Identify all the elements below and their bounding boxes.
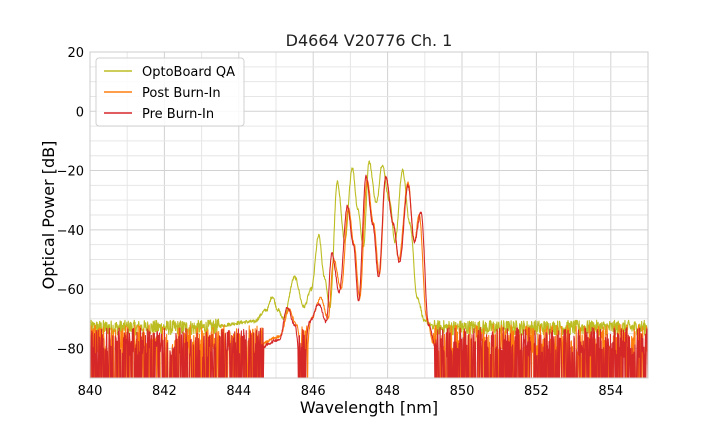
series-line-post-burn-in <box>90 175 648 378</box>
x-axis-ticks: 840 842 844 846 848 850 852 854 <box>78 384 624 399</box>
x-tick-label: 852 <box>524 384 549 399</box>
y-axis-label: Optical Power [dB] <box>39 141 58 290</box>
legend-label-post-burn-in: Post Burn-In <box>142 86 221 101</box>
legend-label-pre-burn-in: Pre Burn-In <box>142 107 214 122</box>
x-tick-label: 850 <box>450 384 475 399</box>
x-tick-label: 848 <box>375 384 400 399</box>
x-tick-label: 842 <box>152 384 177 399</box>
x-tick-label: 846 <box>301 384 326 399</box>
y-tick-label: 20 <box>67 46 84 61</box>
series-line-pre-burn-in <box>90 174 648 378</box>
y-tick-label: −60 <box>57 283 84 298</box>
legend-label-optoboard: OptoBoard QA <box>142 65 235 80</box>
y-tick-label: −20 <box>57 165 84 180</box>
chart-title: D4664 V20776 Ch. 1 <box>286 31 453 50</box>
plot-frame <box>89 51 649 379</box>
series-group <box>90 160 648 378</box>
x-axis-label: Wavelength [nm] <box>300 398 438 417</box>
legend: OptoBoard QA Post Burn-In Pre Burn-In <box>95 57 245 127</box>
y-tick-label: −80 <box>57 342 84 357</box>
x-tick-label: 854 <box>598 384 623 399</box>
y-tick-label: 0 <box>76 105 84 120</box>
x-tick-label: 840 <box>78 384 103 399</box>
y-axis-ticks: −80 −60 −40 −20 0 20 <box>57 46 84 357</box>
y-tick-label: −40 <box>57 224 84 239</box>
series-line-optoboard-qa <box>90 160 648 336</box>
legend-box <box>95 57 245 127</box>
x-tick-label: 844 <box>226 384 251 399</box>
